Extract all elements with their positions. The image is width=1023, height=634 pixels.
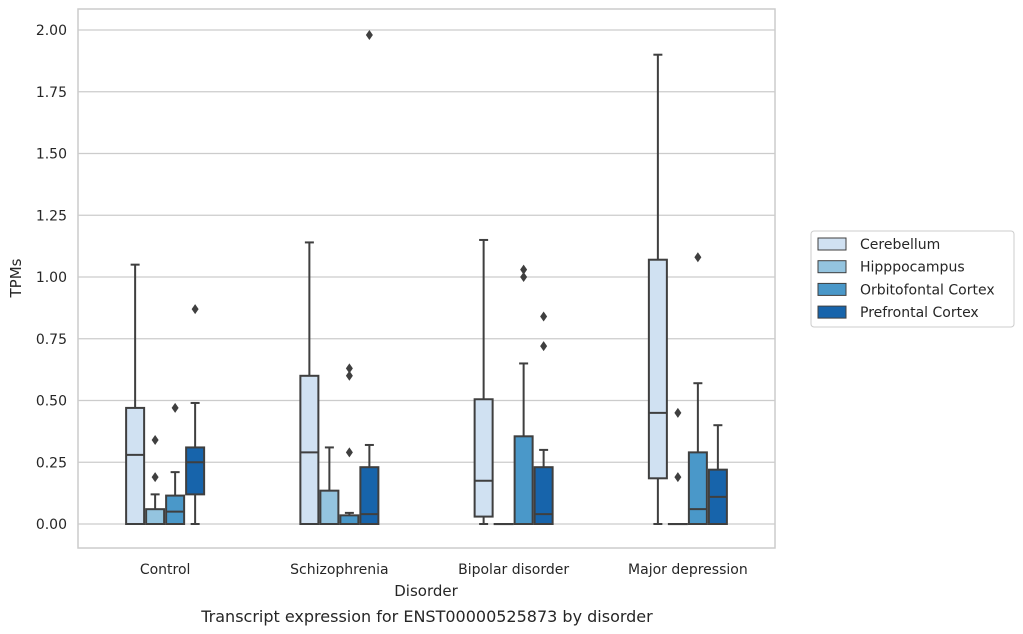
y-tick-label: 0.00	[36, 517, 67, 533]
y-tick-label: 1.25	[36, 208, 67, 224]
legend-frame	[810, 230, 1015, 328]
box-groups	[125, 29, 728, 526]
iqr-box	[145, 508, 166, 525]
outlier-point	[520, 272, 528, 282]
box-0-0	[125, 263, 146, 525]
plot-area	[77, 8, 776, 549]
legend-swatch	[817, 305, 847, 319]
iqr-box	[647, 258, 668, 480]
outlier-point	[191, 304, 199, 315]
box-1-0	[145, 435, 166, 525]
outlier-point	[345, 363, 353, 374]
outlier-point	[520, 264, 528, 275]
box-0-1	[299, 241, 320, 525]
iqr-box	[533, 466, 554, 526]
legend-label: Hipppocampus	[860, 260, 965, 276]
outlier-point	[345, 370, 353, 381]
box-3-2	[533, 311, 554, 526]
iqr-box	[339, 514, 360, 525]
iqr-box	[359, 466, 380, 526]
outlier-point	[674, 407, 682, 418]
box-0-3	[647, 53, 668, 525]
iqr-box	[473, 398, 494, 518]
legend: Cerebellum Hipppocampus Orbitofontal Corte…	[810, 230, 1015, 328]
x-tick-labels: Control Schizophrenia Bipolar disorder Majo…	[140, 562, 748, 578]
y-tick-label: 1.00	[36, 270, 67, 286]
y-tick-label: 2.00	[36, 23, 67, 39]
outlier-point	[540, 341, 548, 352]
iqr-box	[185, 446, 206, 496]
x-tick-label: Major depression	[628, 562, 748, 578]
outlier-point	[694, 252, 702, 263]
box-3-0	[185, 304, 206, 525]
legend-label: Orbitofontal Cortex	[860, 282, 995, 298]
y-tick-label: 0.25	[36, 455, 67, 471]
box-3-3	[707, 424, 728, 526]
legend-swatch	[817, 237, 847, 251]
box-3-1	[359, 29, 380, 526]
x-axis-title: Disorder	[394, 582, 458, 600]
box-2-1	[339, 363, 360, 525]
y-tick-label: 1.75	[36, 85, 67, 101]
chart-caption: Transcript expression for ENST0000052587…	[200, 607, 653, 626]
outlier-point	[151, 435, 159, 446]
outlier-point	[674, 472, 682, 483]
outlier-point	[540, 311, 548, 322]
x-tick-label: Control	[140, 562, 191, 578]
box-1-1	[319, 446, 340, 525]
y-tick-label: 0.75	[36, 332, 67, 348]
box-2-2	[513, 264, 534, 525]
y-axis-title: TPMs	[7, 258, 25, 298]
y-tick-label: 0.50	[36, 394, 67, 410]
x-tick-label: Bipolar disorder	[458, 562, 569, 578]
iqr-box	[319, 489, 340, 525]
y-tick-label: 1.50	[36, 147, 67, 163]
legend-swatch	[817, 282, 847, 296]
iqr-box	[513, 435, 534, 525]
legend-swatch	[817, 260, 847, 274]
y-tick-labels: 0.00 0.25 0.50 0.75 1.00 1.25 1.50 1.75 2.00	[36, 23, 67, 533]
outlier-point	[171, 402, 179, 413]
iqr-box	[299, 374, 320, 525]
box-2-3	[687, 252, 708, 525]
legend-label: Prefrontal Cortex	[860, 305, 979, 321]
outlier-point	[365, 29, 373, 40]
box-1-3	[667, 407, 688, 526]
x-tick-label: Schizophrenia	[290, 562, 388, 578]
iqr-box	[125, 406, 146, 525]
legend-label: Cerebellum	[860, 237, 940, 253]
iqr-box	[687, 451, 708, 525]
iqr-box	[165, 494, 186, 526]
outlier-point	[151, 472, 159, 483]
box-2-0	[165, 402, 186, 526]
outlier-point	[345, 447, 353, 458]
box-0-2	[473, 238, 494, 525]
